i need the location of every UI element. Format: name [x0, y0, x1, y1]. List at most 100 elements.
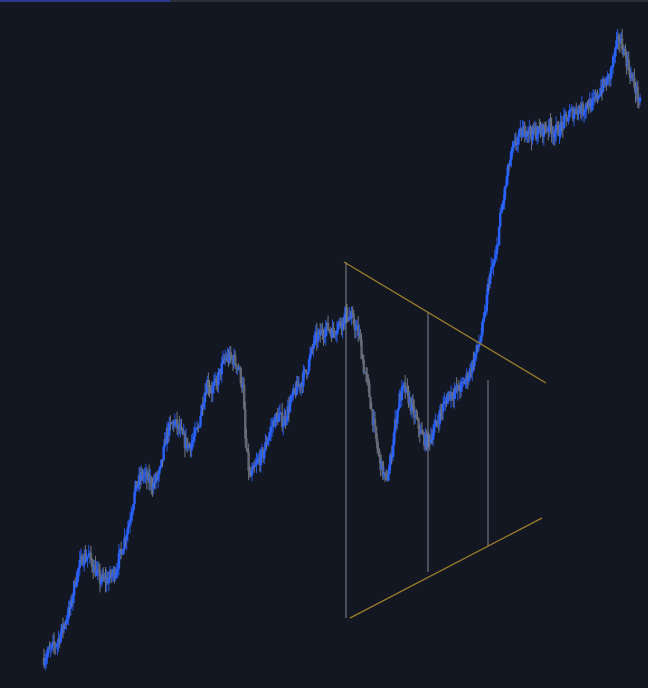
candle-body [568, 111, 571, 118]
candle-body [162, 446, 165, 461]
candle-body [160, 459, 163, 467]
triangle-lower-trendline[interactable] [349, 517, 543, 619]
candle-body [601, 79, 605, 92]
candle-body [627, 59, 631, 71]
candle-body [242, 384, 246, 409]
candle-body [534, 128, 538, 139]
candle-body [152, 482, 155, 489]
candle-body [312, 345, 315, 349]
triangle-upper-trendline[interactable] [343, 261, 547, 384]
candle-body [295, 381, 298, 395]
candle-body [118, 548, 122, 554]
candle-body [364, 372, 368, 375]
candle-body [251, 465, 255, 470]
candle-body [269, 427, 273, 432]
candle-body [141, 472, 144, 477]
candle-body [71, 595, 75, 603]
candle-body [499, 212, 502, 227]
candle-body [590, 100, 594, 111]
candle-body [221, 358, 225, 363]
candle-body [188, 444, 191, 447]
candle-body [609, 68, 613, 80]
candle-body [107, 578, 111, 584]
candle-body [235, 364, 238, 369]
candle-body [450, 392, 454, 398]
candle-body [230, 357, 234, 359]
candle-body [412, 406, 416, 418]
candle-body [383, 472, 387, 474]
candle-body [333, 331, 336, 335]
candle-body [377, 448, 380, 452]
candle-body [482, 318, 485, 323]
candle-body [111, 574, 114, 577]
candle-body [373, 418, 377, 427]
candle-body [525, 130, 529, 136]
candle-body [181, 429, 184, 435]
candle-body [486, 283, 490, 295]
candle-body [633, 78, 636, 88]
candle-body [457, 385, 461, 391]
candle-body [421, 433, 425, 435]
candle-body [410, 402, 414, 411]
candle-body [361, 358, 364, 360]
candle-body [311, 347, 314, 349]
candle-body [220, 362, 223, 375]
candle-body [615, 40, 618, 48]
candle-body [491, 266, 494, 268]
candle-body [48, 648, 51, 650]
candle-body [331, 327, 334, 338]
candle-body [537, 125, 540, 136]
candle-body [62, 623, 66, 630]
candle-body [443, 401, 446, 404]
candle-body [367, 377, 370, 384]
candle-body [481, 322, 484, 336]
candle-body [255, 462, 258, 465]
candle-body [620, 38, 624, 50]
candle-body [446, 396, 449, 404]
candle-body [575, 109, 578, 114]
candle-body [396, 410, 399, 424]
candle-body [614, 47, 617, 57]
candle-body [208, 388, 211, 390]
candle-body [277, 414, 281, 423]
candle-body [275, 414, 278, 416]
candle-body [77, 567, 80, 571]
candle-body [550, 126, 553, 135]
candle-body [268, 431, 272, 437]
candle-body [98, 571, 102, 584]
candle-body [427, 434, 430, 438]
candle-body [538, 125, 541, 129]
candle-body [577, 106, 580, 115]
candle-body [99, 581, 103, 584]
candle-body [382, 472, 386, 476]
candle-body [95, 570, 98, 576]
candle-body [406, 386, 409, 391]
candle-body [384, 473, 388, 477]
candle-body [494, 254, 497, 259]
candle-body [133, 491, 136, 504]
pattern-drawings-layer [343, 261, 547, 619]
candle-body [267, 436, 270, 441]
candle-body [441, 403, 445, 412]
candle-body [215, 378, 218, 382]
candle-body [244, 408, 247, 439]
candle-body [212, 382, 216, 387]
candle-body [194, 428, 198, 430]
candle-body [316, 334, 320, 342]
candle-body [192, 436, 196, 440]
candle-body [339, 321, 342, 326]
candle-body [286, 406, 289, 419]
candle-body [65, 620, 68, 625]
candle-body [143, 474, 146, 476]
candle-body [256, 459, 259, 463]
candle-body [307, 359, 311, 372]
candle-body [180, 427, 183, 430]
candle-body [393, 419, 397, 433]
candle-body [131, 510, 134, 516]
candle-body [585, 103, 588, 111]
candle-body [197, 427, 200, 429]
candle-body [506, 164, 510, 177]
candle-body [346, 319, 350, 321]
